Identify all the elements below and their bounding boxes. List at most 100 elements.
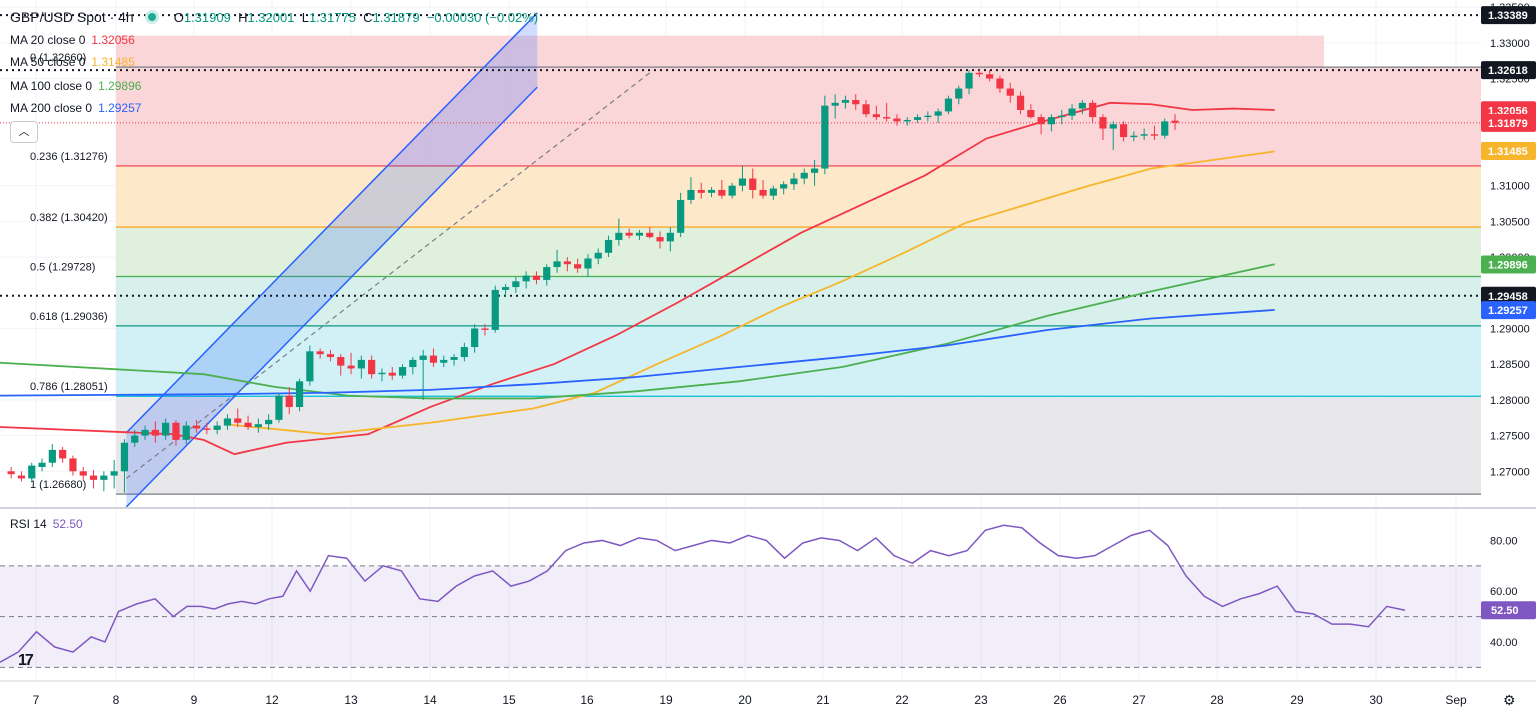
y-tick-label: 1.28000 [1490, 395, 1530, 407]
ma50-value: 1.31485 [91, 55, 135, 69]
close-value: 1.31879 [372, 9, 420, 25]
y-tick-label: 1.27000 [1490, 466, 1530, 478]
candle-body [677, 199, 685, 233]
candle-body [265, 419, 273, 425]
candle-body [450, 357, 458, 360]
candle-body [213, 425, 221, 430]
price-badge-3 [1481, 113, 1536, 132]
candle-body [841, 99, 850, 103]
candle-body [1058, 115, 1066, 118]
ohlc-readout: O1.31909 H1.32001 L1.31775 C1.31879 −0.0… [174, 10, 538, 25]
candle-body [594, 252, 602, 259]
channel-mid-line [125, 70, 652, 479]
candle-body [1099, 117, 1107, 129]
candle-body [368, 359, 376, 375]
fib-zone-top [116, 35, 1324, 68]
rsi-value-badge [1481, 601, 1536, 620]
candle-body [543, 267, 551, 280]
high-value: 1.32001 [247, 9, 295, 25]
candle-body [1119, 124, 1128, 138]
ma-line-2 [0, 263, 1275, 400]
candle-body [1078, 102, 1086, 109]
ma50-label: MA 50 close 0 [10, 55, 86, 69]
gear-icon[interactable]: ⚙ [1503, 692, 1516, 708]
candle-body [491, 289, 499, 330]
candle-body [1109, 124, 1117, 129]
candle-body [326, 354, 335, 358]
candle-body [89, 475, 98, 480]
x-tick-label: 29 [1290, 693, 1304, 707]
market-status-icon [147, 13, 156, 21]
candle-body [120, 442, 129, 472]
ma100-legend[interactable]: MA 100 close 0 1.29896 [10, 79, 141, 93]
price-badge-label-7: 1.29257 [1488, 305, 1528, 317]
candle-body [944, 98, 953, 112]
ma50-legend[interactable]: MA 50 close 0 1.31485 [10, 55, 135, 69]
candle-body [1140, 134, 1148, 136]
candle-body [800, 172, 808, 179]
rsi-label: RSI 14 [10, 517, 47, 531]
candle-body [182, 425, 190, 440]
candle-body [398, 367, 407, 376]
price-badge-label-1: 1.32618 [1488, 65, 1528, 77]
candle-body [738, 178, 747, 186]
ma200-label: MA 200 close 0 [10, 101, 93, 115]
candle-body [419, 355, 427, 360]
chevron-up-icon[interactable]: ︿ [10, 121, 38, 143]
candle-body [893, 118, 901, 122]
ma100-value: 1.29896 [98, 79, 142, 93]
fib-label-1: 0.236 (1.31276) [30, 151, 108, 163]
price-badge-label-6: 1.29458 [1488, 291, 1528, 303]
candle-body [471, 328, 479, 348]
candle-body [903, 119, 911, 122]
candle-body [759, 189, 767, 196]
candle-body [780, 184, 788, 189]
candle-body [883, 117, 891, 119]
x-tick-label: 26 [1053, 693, 1067, 707]
candle-body [234, 418, 242, 423]
y-tick-label: 1.29000 [1490, 323, 1530, 335]
x-tick-label: 21 [816, 693, 830, 707]
candle-body [697, 189, 705, 193]
candle-body [769, 188, 777, 196]
rsi-tick-label: 60.00 [1490, 586, 1518, 598]
candle-body [316, 351, 324, 355]
candle-body [254, 424, 262, 428]
candle-body [295, 381, 304, 408]
tradingview-logo-icon[interactable]: 17 [18, 652, 34, 669]
rsi-legend[interactable]: RSI 14 52.50 [10, 517, 83, 531]
symbol-title[interactable]: GBP/USD Spot · 4h [10, 9, 134, 25]
candle-body [357, 359, 365, 369]
candle-body [707, 189, 716, 193]
ma20-legend[interactable]: MA 20 close 0 1.32056 [10, 33, 135, 47]
candle-body [913, 117, 922, 120]
fib-label-2: 0.382 (1.30420) [30, 212, 108, 224]
ma200-legend[interactable]: MA 200 close 0 1.29257 [10, 101, 141, 115]
price-badge-label-0: 1.33389 [1488, 10, 1528, 22]
x-tick-label: Sep [1445, 693, 1467, 707]
price-badge-0 [1481, 6, 1536, 25]
candle-body [172, 422, 180, 440]
candle-body [162, 422, 170, 436]
candle-body [481, 328, 489, 330]
candle-body [749, 178, 757, 190]
candle-body [409, 359, 417, 368]
candle-body [306, 351, 314, 382]
open-value: 1.31909 [183, 9, 231, 25]
candle-body [635, 232, 644, 236]
candle-body [1037, 117, 1045, 125]
ma-line-3 [0, 309, 1275, 397]
candle-body [666, 232, 674, 242]
y-tick-label: 1.33000 [1490, 38, 1530, 50]
candle-body [151, 429, 159, 436]
candle-body [388, 372, 396, 376]
candle-body [532, 275, 541, 280]
candle-body [1161, 121, 1169, 136]
candle-body [1089, 102, 1097, 118]
x-tick-label: 15 [502, 693, 516, 707]
open-label: O [173, 9, 184, 25]
candle-body [347, 365, 355, 369]
candle-body [955, 88, 963, 99]
price-badge-7 [1481, 301, 1536, 320]
